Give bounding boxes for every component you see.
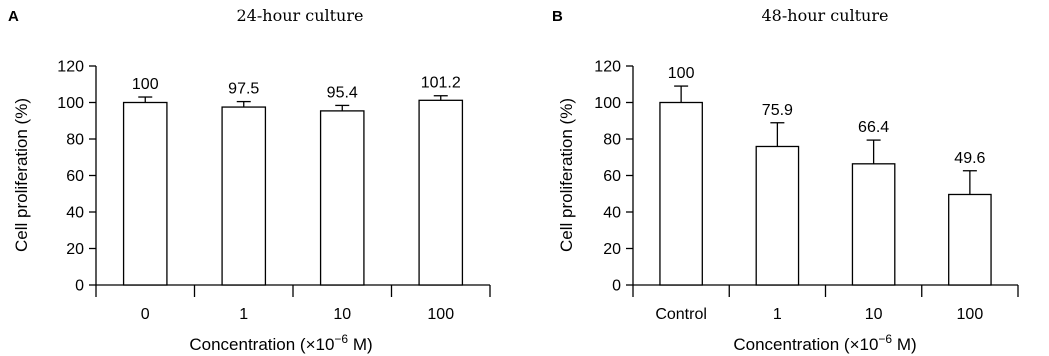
- bar: [122, 101, 168, 286]
- plot-area: 0 20 40 60 80 100 120 100 0 97.5 1 95.4 10 101.2 100: [57, 59, 491, 323]
- data-label: 66.4: [858, 119, 889, 136]
- data-label: 75.9: [762, 102, 793, 119]
- y-tick-label: 120: [57, 59, 84, 76]
- plot-area: 0 20 40 60 80 100 120 100 Control 75.9 1 66.4 10 49.6…: [594, 59, 1019, 323]
- y-tick-label: 80: [66, 132, 84, 149]
- bar: [851, 163, 896, 286]
- chart-title: 48-hour culture: [762, 6, 889, 25]
- y-tick-label: 80: [603, 132, 621, 149]
- y-tick-label: 40: [603, 205, 621, 222]
- y-tick-label: 0: [75, 278, 84, 295]
- y-tick-label: 0: [612, 278, 621, 295]
- chart-title: 24-hour culture: [237, 6, 364, 25]
- x-axis-label: Concentration (×10−6 M): [189, 332, 372, 354]
- y-axis-label: Cell proliferation (%): [12, 98, 31, 252]
- x-tick-label: 100: [427, 306, 454, 323]
- y-tick-label: 100: [594, 95, 621, 112]
- x-tick-label: 10: [865, 306, 883, 323]
- data-label: 97.5: [228, 81, 259, 98]
- bar: [418, 99, 464, 286]
- x-tick-label: Control: [655, 306, 707, 323]
- panel-b: B 48-hour culture Cell proliferation (%)…: [552, 6, 1019, 354]
- y-tick-label: 60: [603, 168, 621, 185]
- x-tick-label: 0: [141, 306, 150, 323]
- x-tick-label: 1: [239, 306, 248, 323]
- bar: [319, 110, 365, 286]
- bar: [221, 106, 267, 286]
- y-tick-label: 20: [603, 241, 621, 258]
- data-label: 100: [668, 65, 695, 82]
- y-tick-label: 120: [594, 59, 621, 76]
- data-label: 49.6: [954, 150, 985, 167]
- x-tick-label: 100: [957, 306, 984, 323]
- panel-letter: A: [8, 8, 19, 25]
- y-tick-label: 40: [66, 205, 84, 222]
- y-axis-label: Cell proliferation (%): [557, 98, 576, 252]
- x-axis-label: Concentration (×10−6 M): [733, 332, 916, 354]
- x-tick-label: 1: [773, 306, 782, 323]
- x-tick-label: 10: [333, 306, 351, 323]
- panel-letter: B: [552, 8, 563, 25]
- y-tick-label: 100: [57, 95, 84, 112]
- y-tick-label: 20: [66, 241, 84, 258]
- bar: [948, 193, 992, 286]
- data-label: 101.2: [421, 75, 461, 92]
- bar: [659, 101, 703, 286]
- bar: [755, 145, 800, 286]
- y-tick-label: 60: [66, 168, 84, 185]
- panel-a: A 24-hour culture Cell proliferation (%)…: [8, 6, 491, 354]
- data-label: 100: [132, 76, 159, 93]
- data-label: 95.4: [327, 84, 358, 101]
